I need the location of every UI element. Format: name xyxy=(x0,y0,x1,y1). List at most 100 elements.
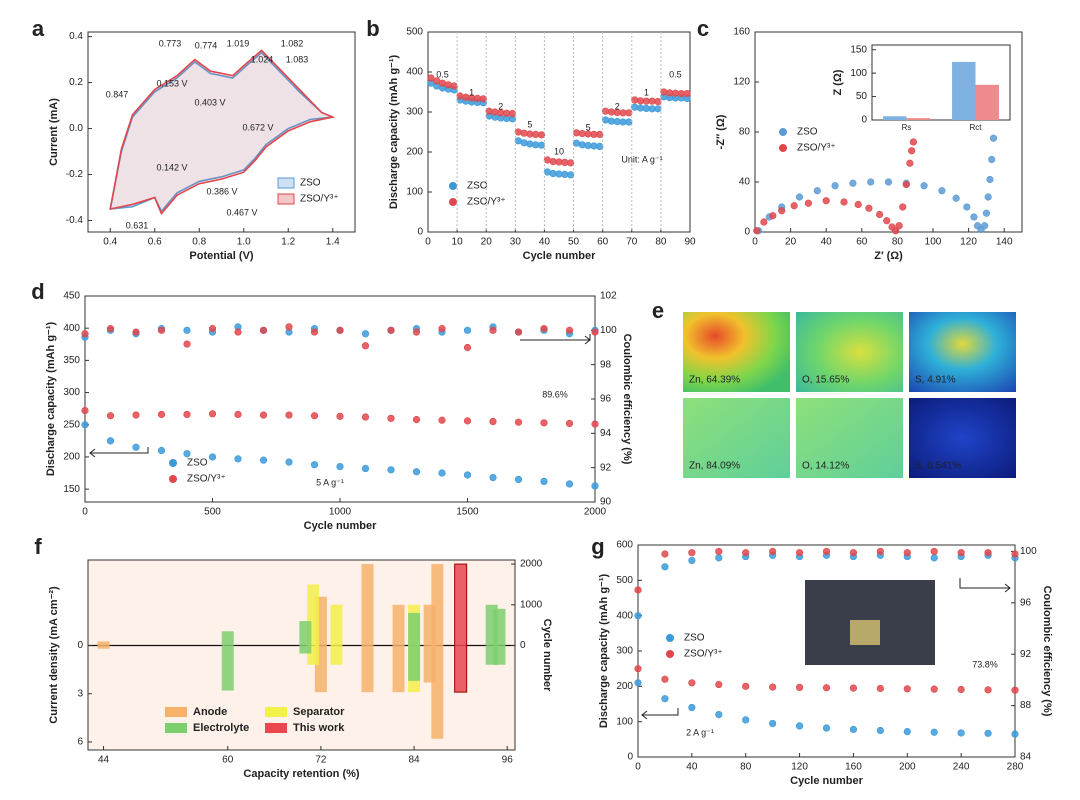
point xyxy=(903,727,911,736)
point xyxy=(438,416,446,424)
x-tick-label: 96 xyxy=(502,755,514,766)
point xyxy=(660,88,668,96)
annotation: 1.019 xyxy=(227,38,250,48)
point xyxy=(661,563,669,571)
y-axis-label: Current (mA) xyxy=(48,98,60,166)
x-tick-label: 0 xyxy=(752,237,758,248)
point xyxy=(813,187,821,195)
point xyxy=(387,414,395,422)
y-tick-label: 120 xyxy=(733,77,750,88)
point xyxy=(631,96,639,104)
y-axis-label: -Z″ (Ω) xyxy=(715,114,727,149)
legend-swatch xyxy=(449,182,457,190)
annotation: 1.024 xyxy=(251,54,274,64)
point xyxy=(822,684,831,692)
x-tick-label: 80 xyxy=(740,762,752,773)
y-tick-label: 400 xyxy=(406,67,423,78)
annotation: 0.5 xyxy=(436,69,449,79)
y2-tick-label: 1000 xyxy=(520,599,543,610)
point xyxy=(508,109,517,118)
point xyxy=(183,326,191,334)
y2-tick-label: 88 xyxy=(1020,700,1032,711)
point xyxy=(361,464,370,473)
eds-label: S, 0.541% xyxy=(915,461,961,472)
point xyxy=(572,129,581,137)
point xyxy=(753,227,761,235)
point xyxy=(840,198,848,206)
x-axis-label: Capacity retention (%) xyxy=(243,768,359,780)
point xyxy=(208,410,217,418)
legend-label: ZSO/Y³⁺ xyxy=(467,197,506,208)
legend-swatch xyxy=(277,177,295,189)
x-tick-label: 30 xyxy=(510,237,522,248)
x-tick-label: 1000 xyxy=(329,507,352,518)
legend-swatch xyxy=(169,475,177,483)
point xyxy=(463,343,472,352)
point xyxy=(601,116,610,124)
point xyxy=(683,89,691,98)
y-tick-label: 300 xyxy=(616,646,633,657)
point xyxy=(578,141,586,149)
point xyxy=(491,108,499,116)
point xyxy=(986,175,994,184)
legend-label: ZSO xyxy=(300,178,321,189)
x-tick-label: 44 xyxy=(98,755,110,766)
inset-photo-detail xyxy=(850,620,880,645)
plot-frame xyxy=(87,559,516,751)
point xyxy=(520,129,528,137)
y2-tick-label: 102 xyxy=(600,291,617,302)
x-axis-label: Cycle number xyxy=(790,775,863,787)
point xyxy=(514,418,523,426)
y-tick-label: 450 xyxy=(63,291,80,302)
panel-letter: f xyxy=(34,534,42,559)
eds-map xyxy=(796,312,903,392)
point xyxy=(795,549,804,557)
point xyxy=(988,155,996,164)
point xyxy=(106,325,115,333)
legend-swatch xyxy=(666,634,674,642)
point xyxy=(984,729,992,737)
point xyxy=(596,130,604,138)
y-tick-label: 0 xyxy=(417,227,423,238)
plot-frame xyxy=(871,44,1011,121)
y-tick-label: 150 xyxy=(850,44,867,55)
x-tick-label: 0.6 xyxy=(148,237,162,248)
x-tick-label: 72 xyxy=(315,755,327,766)
legend-label: ZSO/Y³⁺ xyxy=(187,474,226,485)
annotation: 1 xyxy=(469,87,474,97)
y-tick-label: 400 xyxy=(616,610,633,621)
point xyxy=(81,330,89,338)
point xyxy=(540,419,548,427)
point xyxy=(631,103,639,111)
x-tick-label: 90 xyxy=(684,237,696,248)
y-tick-label: 300 xyxy=(63,387,80,398)
point xyxy=(514,475,523,484)
point xyxy=(336,412,344,420)
point xyxy=(795,193,804,201)
point xyxy=(1011,730,1019,738)
point xyxy=(285,411,293,419)
bar xyxy=(952,61,976,120)
point xyxy=(984,686,992,694)
point xyxy=(1011,686,1019,694)
point xyxy=(876,684,884,693)
point xyxy=(822,197,830,205)
y-tick-label: 150 xyxy=(63,484,80,495)
point xyxy=(259,456,268,464)
point xyxy=(742,716,750,724)
plot-frame xyxy=(87,31,356,233)
y2-tick-label: 96 xyxy=(1020,597,1032,608)
range-bar xyxy=(392,604,405,693)
eds-map xyxy=(796,398,903,478)
x-tick-label: 40 xyxy=(686,762,698,773)
y-tick-label: 500 xyxy=(616,575,633,586)
point xyxy=(132,328,140,336)
point xyxy=(715,680,723,689)
x-tick-label: 200 xyxy=(899,762,916,773)
legend-label: Anode xyxy=(193,706,227,718)
legend-label: ZSO xyxy=(684,633,705,644)
point xyxy=(654,97,662,106)
point xyxy=(106,437,115,445)
point xyxy=(336,326,344,334)
point xyxy=(387,326,395,334)
